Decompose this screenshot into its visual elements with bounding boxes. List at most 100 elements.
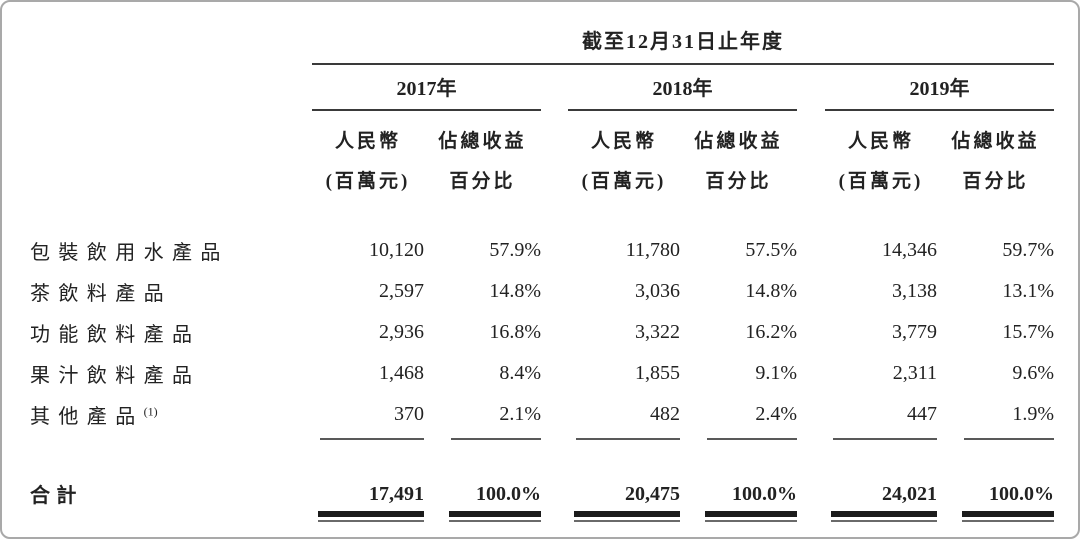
- amount-cell: 2,597: [379, 280, 424, 302]
- spacer-cell: [541, 312, 568, 353]
- total-value: 100.0%: [989, 483, 1054, 505]
- percent-header-2019: 佔總收益 百分比: [937, 110, 1054, 202]
- percent-header-line1: 佔總收益: [951, 131, 1040, 152]
- percent-cell: 9.1%: [755, 362, 797, 384]
- amount-cell: 10,120: [369, 239, 424, 261]
- percent-cell: 57.9%: [489, 239, 541, 261]
- spacer-row: [30, 202, 1054, 230]
- amount-cell: 370: [394, 403, 424, 425]
- row-label: 茶飲料產品: [30, 283, 172, 305]
- percent-cell: 59.7%: [1002, 239, 1054, 261]
- amount-cell: 3,036: [635, 280, 680, 302]
- amount-cell: 2,311: [892, 362, 937, 384]
- percent-header-2017: 佔總收益 百分比: [424, 110, 541, 202]
- amount-header-line2: (百萬元): [581, 171, 667, 192]
- amount-cell: 2,936: [379, 321, 424, 343]
- total-double-rule: [449, 511, 541, 517]
- total-thin-rule: [831, 520, 937, 522]
- total-double-rule: [318, 511, 424, 517]
- amount-cell: 11,780: [625, 239, 680, 261]
- total-thin-rule: [574, 520, 680, 522]
- total-value: 100.0%: [732, 483, 797, 505]
- year-2018-header: 2018年: [568, 64, 797, 111]
- percent-cell: 2.4%: [755, 403, 797, 425]
- total-amount-cell: 24,021: [825, 453, 937, 522]
- total-double-rule: [574, 511, 680, 517]
- row-label-text: 其他產品: [30, 406, 144, 428]
- amount-cell: 447: [907, 403, 937, 425]
- amount-cell: 14,346: [882, 239, 937, 261]
- spacer-cell: [30, 24, 312, 64]
- spacer-cell: [541, 110, 568, 202]
- period-header: 截至12月31日止年度: [312, 24, 1054, 65]
- spacer-cell: [541, 453, 568, 522]
- amount-cell: 1,855: [635, 362, 680, 384]
- amount-cell: 3,779: [892, 321, 937, 343]
- amount-header-line2: (百萬元): [838, 171, 924, 192]
- amount-cell: 3,322: [635, 321, 680, 343]
- total-thin-rule: [318, 520, 424, 522]
- footnote-marker: (1): [143, 404, 158, 419]
- amount-header-line1: 人民幣: [590, 131, 658, 152]
- amount-header-line2: (百萬元): [325, 171, 411, 192]
- column-rule: [707, 438, 797, 440]
- column-rule-cell: [568, 435, 680, 453]
- year-2019-header: 2019年: [825, 64, 1054, 111]
- amount-header-2017: 人民幣 (百萬元): [312, 110, 424, 202]
- spacer-cell: [541, 64, 568, 110]
- total-value: 17,491: [369, 483, 424, 505]
- column-rule: [833, 438, 937, 440]
- spacer-cell: [30, 110, 312, 202]
- percent-header-line2: 百分比: [962, 171, 1029, 192]
- percent-header-line1: 佔總收益: [694, 131, 783, 152]
- amount-header-2019: 人民幣 (百萬元): [825, 110, 937, 202]
- row-label: 果汁飲料產品: [30, 365, 201, 387]
- percent-cell: 16.2%: [745, 321, 797, 343]
- row-label: 功能飲料產品: [30, 324, 201, 346]
- revenue-breakdown-table: 截至12月31日止年度 2017年 2018年 2019年 人民幣 (百萬元) …: [30, 24, 1054, 522]
- total-percent-cell: 100.0%: [680, 453, 797, 522]
- spacer-cell: [30, 64, 312, 110]
- percent-cell: 13.1%: [1002, 280, 1054, 302]
- percent-cell: 14.8%: [489, 280, 541, 302]
- row-label: 包裝飲用水產品: [30, 242, 229, 264]
- amount-cell: 3,138: [892, 280, 937, 302]
- total-label: 合計: [30, 485, 83, 507]
- column-rule-cell: [424, 435, 541, 453]
- spacer-cell: [541, 394, 568, 435]
- total-thin-rule: [962, 520, 1054, 522]
- percent-header-line2: 百分比: [449, 171, 516, 192]
- percent-header-2018: 佔總收益 百分比: [680, 110, 797, 202]
- column-rule-cell: [937, 435, 1054, 453]
- total-row: 合計 17,491 100.0% 20,475 100.0% 24,021 10…: [30, 453, 1054, 522]
- table-row-functional: 功能飲料產品 2,936 16.8% 3,322 16.2% 3,779 15.…: [30, 312, 1054, 353]
- total-double-rule: [705, 511, 797, 517]
- total-double-rule: [962, 511, 1054, 517]
- total-thin-rule: [705, 520, 797, 522]
- period-header-row: 截至12月31日止年度: [30, 24, 1054, 65]
- total-double-rule: [831, 511, 937, 517]
- table-row-other: 其他產品(1) 370 2.1% 482 2.4% 447 1.9%: [30, 394, 1054, 435]
- percent-cell: 1.9%: [1012, 403, 1054, 425]
- amount-cell: 482: [650, 403, 680, 425]
- percent-cell: 15.7%: [1002, 321, 1054, 343]
- spacer-cell: [797, 64, 825, 110]
- spacer-cell: [797, 110, 825, 202]
- column-header-row: 人民幣 (百萬元) 佔總收益 百分比 人民幣 (百萬元) 佔總收益 百分比 人民…: [30, 110, 1054, 202]
- percent-header-line1: 佔總收益: [438, 131, 527, 152]
- total-percent-cell: 100.0%: [424, 453, 541, 522]
- amount-header-line1: 人民幣: [847, 131, 915, 152]
- spacer-cell: [797, 394, 825, 435]
- percent-cell: 57.5%: [745, 239, 797, 261]
- total-value: 100.0%: [476, 483, 541, 505]
- spacer-cell: [797, 230, 825, 271]
- total-amount-cell: 20,475: [568, 453, 680, 522]
- year-header-row: 2017年 2018年 2019年: [30, 64, 1054, 111]
- amount-cell: 1,468: [379, 362, 424, 384]
- total-value: 24,021: [882, 483, 937, 505]
- table-row-tea: 茶飲料產品 2,597 14.8% 3,036 14.8% 3,138 13.1…: [30, 271, 1054, 312]
- spacer-cell: [797, 312, 825, 353]
- spacer-cell: [797, 271, 825, 312]
- percent-header-line2: 百分比: [705, 171, 772, 192]
- column-rule: [964, 438, 1054, 440]
